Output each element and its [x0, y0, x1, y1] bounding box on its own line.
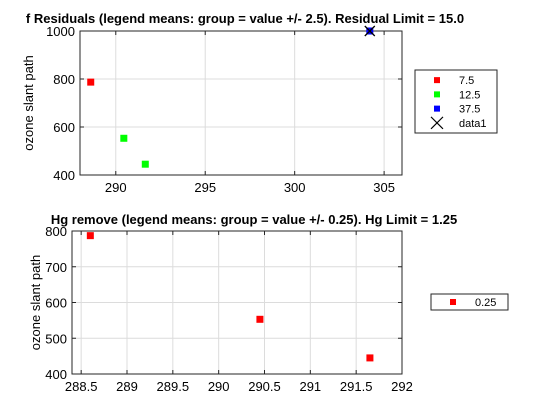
x-tick-label: 290.5 [248, 379, 281, 394]
x-tick-label: 295 [194, 180, 216, 195]
y-tick-label: 400 [45, 367, 67, 382]
legend: 0.25 [430, 293, 509, 311]
x-tick-label: 305 [373, 180, 395, 195]
x-tick-label: 288.5 [65, 379, 98, 394]
y-tick-label: 400 [53, 168, 75, 183]
legend-box [430, 293, 509, 311]
plot-area [80, 31, 402, 175]
legend-marker [434, 91, 440, 98]
legend: 7.5 12.5 37.5 data1 [414, 69, 498, 134]
y-axis-label: ozone slant path [21, 55, 36, 150]
y-tick-label: 800 [45, 224, 67, 239]
legend-marker [434, 77, 440, 84]
x-tick-label: 290 [208, 379, 230, 394]
legend-label: data1 [459, 118, 487, 130]
x-tick-label: 289.5 [157, 379, 190, 394]
legend-label: 12.5 [459, 89, 480, 101]
x-tick-label: 290 [105, 180, 127, 195]
legend-label: 0.25 [475, 297, 496, 309]
x-tick-label: 292 [391, 379, 413, 394]
data-point [256, 315, 264, 323]
x-tick-label: 291 [299, 379, 321, 394]
chart-title: Hg remove (legend means: group = value +… [51, 212, 457, 227]
x-tick-label: 300 [284, 180, 306, 195]
y-tick-label: 600 [45, 296, 67, 311]
data-point [364, 25, 376, 37]
data-point [86, 232, 94, 240]
axes-box [79, 30, 403, 176]
legend-box [414, 69, 498, 134]
legend-marker [450, 299, 456, 305]
data-point [120, 134, 128, 142]
y-tick-label: 700 [45, 260, 67, 275]
data-point [366, 354, 374, 362]
legend-label: 7.5 [459, 75, 474, 87]
legend-label: 37.5 [459, 104, 480, 116]
x-tick-label: 291.5 [340, 379, 373, 394]
chart-title: f Residuals (legend means: group = value… [26, 11, 464, 26]
y-tick-label: 800 [53, 72, 75, 87]
data-point [87, 78, 95, 86]
legend-marker [434, 105, 440, 112]
y-tick-label: 500 [45, 331, 67, 346]
y-axis-label: ozone slant path [28, 255, 43, 350]
chart-2: 288.5 289 289.5 290 290.5 291 291.5 292 400 500 60… [28, 212, 509, 394]
legend-marker [430, 116, 444, 130]
y-tick-label: 1000 [46, 24, 75, 39]
y-tick-label: 600 [53, 120, 75, 135]
data-point [141, 160, 149, 168]
x-tick-label: 289 [116, 379, 138, 394]
